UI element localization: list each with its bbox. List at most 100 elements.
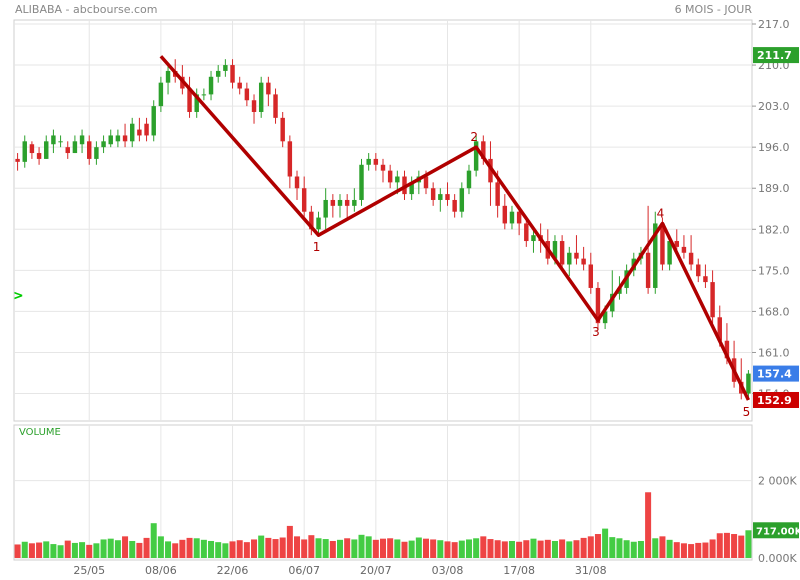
candle-body (595, 287, 601, 324)
price-tick-label: 189.0 (758, 182, 790, 195)
volume-bar (236, 540, 243, 558)
candle-body (273, 94, 278, 118)
candle-body (237, 82, 242, 89)
volume-bar (559, 539, 566, 558)
chart-axes: 154.0161.0168.0175.0182.0189.0196.0203.0… (73, 18, 797, 577)
price-tags: 211.7 157.4 152.9 717.00K (753, 47, 800, 539)
date-tick-label: 03/08 (432, 564, 464, 577)
chart-grid (13, 19, 753, 561)
candle-body (323, 199, 328, 218)
volume-bar (430, 539, 437, 558)
candle-body (373, 158, 379, 165)
price-tick-label: 175.0 (758, 264, 790, 277)
volume-label: VOLUME (19, 427, 61, 438)
candle-body (208, 76, 214, 95)
volume-bar (666, 539, 673, 558)
candle-body (502, 205, 508, 224)
date-tick-label: 20/07 (360, 564, 392, 577)
candle-body (44, 141, 49, 159)
volume-bar (229, 541, 236, 558)
volume-bar (243, 542, 250, 558)
volume-bar (630, 541, 637, 558)
candle-body (316, 217, 321, 230)
candle-body (244, 88, 250, 101)
candle-body (187, 88, 192, 112)
volume-bar (21, 541, 28, 558)
candle-body (645, 252, 651, 288)
candle-body (681, 246, 687, 253)
date-tick-label: 31/08 (575, 564, 607, 577)
candle-body (337, 199, 343, 206)
last-price-tag-label: 157.4 (757, 368, 792, 381)
candle-body (696, 264, 701, 277)
volume-bar (465, 539, 472, 558)
candle-body (101, 141, 106, 148)
volume-bar (265, 537, 272, 558)
candle-body (466, 170, 472, 189)
candle-body (352, 199, 357, 206)
date-tick-label: 25/05 (73, 564, 105, 577)
volume-bar (308, 535, 315, 558)
candle-body (488, 158, 493, 183)
volume-bar (337, 539, 344, 558)
volume-bar (673, 542, 680, 558)
wave-label: 3 (592, 325, 600, 339)
candle-body (359, 164, 364, 200)
volume-bar (702, 542, 709, 558)
volume-bar (494, 540, 501, 558)
candle-body (567, 252, 572, 265)
price-tick-label: 203.0 (758, 100, 790, 113)
volume-bar (50, 544, 57, 558)
min-price-tag-box (753, 391, 799, 408)
volume-bar (100, 539, 107, 558)
candle-body (409, 182, 414, 195)
volume-bar (165, 541, 172, 558)
candle-body (330, 199, 336, 206)
volume-bar (172, 543, 179, 558)
candle-body (29, 144, 35, 154)
wave-polyline (159, 55, 750, 401)
date-tick-label: 22/06 (217, 564, 249, 577)
volume-bar (28, 543, 35, 558)
volume-bar (566, 541, 573, 558)
price-tick-label: 196.0 (758, 141, 790, 154)
candle-body (301, 188, 307, 212)
price-tick-label: 182.0 (758, 223, 790, 236)
candle-body (165, 70, 171, 83)
candle-body (294, 176, 300, 189)
volume-bar (193, 538, 200, 558)
volume-bar (186, 537, 193, 558)
volume-bar (215, 542, 222, 558)
volume-bar (401, 541, 408, 558)
arrow-icon: > (12, 288, 24, 304)
volume-bar (695, 542, 702, 558)
candle-body (94, 147, 99, 159)
candle-body (309, 211, 314, 230)
volume-bar (150, 523, 157, 558)
last-price-tag-box (753, 365, 799, 382)
volume-bar (136, 542, 143, 558)
volume-bar (86, 544, 93, 558)
volume-bar (208, 540, 215, 558)
candle-body (58, 141, 63, 143)
wave-label: 1 (313, 240, 321, 254)
volume-bar (251, 539, 258, 558)
candle-body (524, 223, 529, 242)
candle-body (194, 94, 199, 112)
candle-body (79, 135, 85, 145)
volume-bar (609, 537, 616, 558)
volume-bar (79, 542, 86, 558)
candle-body (495, 182, 500, 206)
volume-bar (114, 540, 121, 558)
candle-body (115, 135, 121, 142)
candle-body (287, 141, 293, 177)
candle-body (223, 65, 228, 71)
volume-tick-label: 0.000K (758, 552, 797, 565)
volume-bar (372, 539, 379, 558)
volume-bar (745, 530, 752, 558)
volume-bar (508, 540, 515, 558)
candle-body (724, 340, 730, 359)
volume-bar (530, 538, 537, 558)
volume-bar (294, 536, 301, 558)
